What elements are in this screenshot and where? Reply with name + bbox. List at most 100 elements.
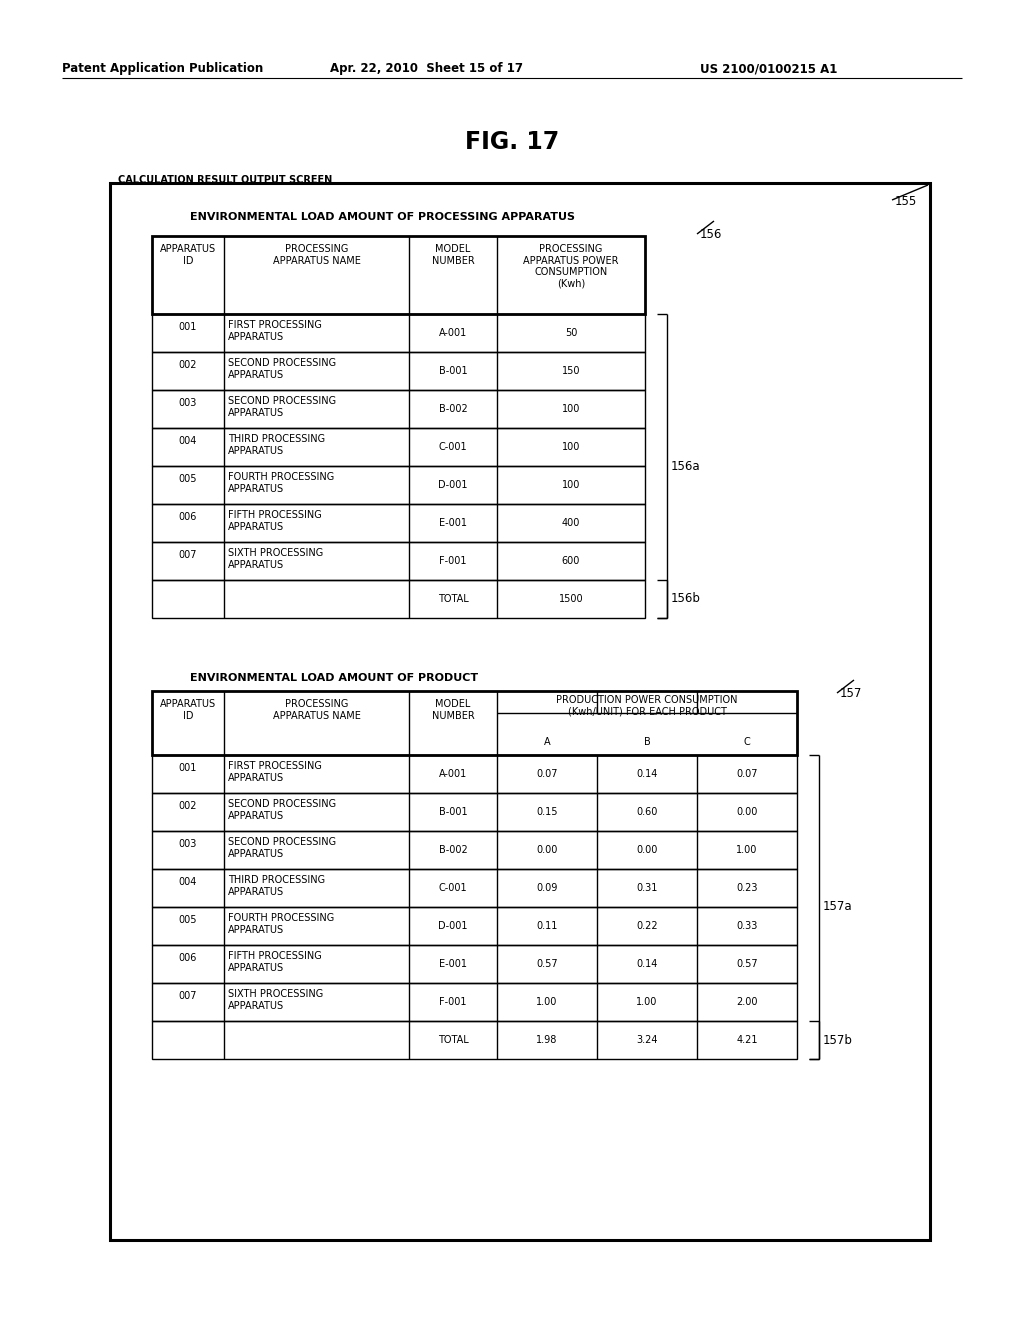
Text: APPARATUS
ID: APPARATUS ID (160, 244, 216, 265)
Text: 0.31: 0.31 (636, 883, 657, 894)
Bar (152, 504, 645, 543)
Text: 0.57: 0.57 (537, 960, 558, 969)
Text: F-001: F-001 (439, 556, 467, 566)
Text: B: B (644, 737, 650, 747)
Text: 004: 004 (179, 876, 198, 887)
Bar (152, 869, 797, 907)
Bar (152, 945, 797, 983)
Text: SIXTH PROCESSING
APPARATUS: SIXTH PROCESSING APPARATUS (228, 548, 324, 570)
Text: SECOND PROCESSING
APPARATUS: SECOND PROCESSING APPARATUS (228, 799, 336, 821)
Text: 157a: 157a (823, 900, 853, 913)
Text: C-001: C-001 (438, 442, 467, 451)
Bar (152, 543, 645, 579)
Text: ENVIRONMENTAL LOAD AMOUNT OF PRODUCT: ENVIRONMENTAL LOAD AMOUNT OF PRODUCT (190, 673, 478, 682)
Text: 600: 600 (562, 556, 581, 566)
Text: 150: 150 (562, 366, 581, 376)
Bar (152, 428, 645, 466)
Text: 0.23: 0.23 (736, 883, 758, 894)
Text: B-002: B-002 (438, 404, 467, 414)
Text: 0.14: 0.14 (636, 960, 657, 969)
Text: D-001: D-001 (438, 921, 468, 931)
Text: PROCESSING
APPARATUS POWER
CONSUMPTION
(Kwh): PROCESSING APPARATUS POWER CONSUMPTION (… (523, 244, 618, 289)
Text: 4.21: 4.21 (736, 1035, 758, 1045)
Bar (152, 352, 645, 389)
Text: 157: 157 (840, 686, 862, 700)
Text: 3.24: 3.24 (636, 1035, 657, 1045)
Text: SECOND PROCESSING
APPARATUS: SECOND PROCESSING APPARATUS (228, 396, 336, 417)
Text: MODEL
NUMBER: MODEL NUMBER (432, 700, 474, 721)
Bar (152, 236, 645, 314)
Bar (152, 389, 645, 428)
Bar (152, 793, 797, 832)
Text: SECOND PROCESSING
APPARATUS: SECOND PROCESSING APPARATUS (228, 358, 336, 380)
Text: 003: 003 (179, 840, 198, 849)
Text: 100: 100 (562, 480, 581, 490)
Text: C-001: C-001 (438, 883, 467, 894)
Text: B-001: B-001 (438, 366, 467, 376)
Text: 004: 004 (179, 436, 198, 446)
Text: C: C (743, 737, 751, 747)
Text: 0.22: 0.22 (636, 921, 657, 931)
Text: FIRST PROCESSING
APPARATUS: FIRST PROCESSING APPARATUS (228, 762, 322, 783)
Text: 002: 002 (179, 360, 198, 370)
Text: 0.57: 0.57 (736, 960, 758, 969)
Text: APPARATUS
ID: APPARATUS ID (160, 700, 216, 721)
Text: 1.00: 1.00 (736, 845, 758, 855)
Text: A-001: A-001 (439, 327, 467, 338)
Text: 155: 155 (895, 195, 918, 209)
Text: TOTAL: TOTAL (437, 1035, 468, 1045)
Bar (152, 755, 797, 793)
Text: 003: 003 (179, 399, 198, 408)
Text: ENVIRONMENTAL LOAD AMOUNT OF PROCESSING APPARATUS: ENVIRONMENTAL LOAD AMOUNT OF PROCESSING … (190, 213, 575, 222)
Text: PROCESSING
APPARATUS NAME: PROCESSING APPARATUS NAME (272, 244, 360, 265)
Text: PROCESSING
APPARATUS NAME: PROCESSING APPARATUS NAME (272, 700, 360, 721)
Text: 0.33: 0.33 (736, 921, 758, 931)
Text: THIRD PROCESSING
APPARATUS: THIRD PROCESSING APPARATUS (228, 434, 326, 455)
Text: E-001: E-001 (439, 960, 467, 969)
Text: E-001: E-001 (439, 517, 467, 528)
Text: 006: 006 (179, 953, 198, 964)
Text: 0.09: 0.09 (537, 883, 558, 894)
Text: FIFTH PROCESSING
APPARATUS: FIFTH PROCESSING APPARATUS (228, 950, 322, 973)
Text: 0.00: 0.00 (537, 845, 558, 855)
Text: US 2100/0100215 A1: US 2100/0100215 A1 (700, 62, 838, 75)
Text: 005: 005 (179, 915, 198, 925)
Text: FOURTH PROCESSING
APPARATUS: FOURTH PROCESSING APPARATUS (228, 473, 334, 494)
Bar (152, 690, 797, 755)
Bar (152, 579, 645, 618)
Text: MODEL
NUMBER: MODEL NUMBER (432, 244, 474, 265)
Text: FIFTH PROCESSING
APPARATUS: FIFTH PROCESSING APPARATUS (228, 510, 322, 532)
Text: 001: 001 (179, 763, 198, 774)
Text: SIXTH PROCESSING
APPARATUS: SIXTH PROCESSING APPARATUS (228, 989, 324, 1011)
Text: D-001: D-001 (438, 480, 468, 490)
Text: F-001: F-001 (439, 997, 467, 1007)
Bar (152, 314, 645, 352)
Bar (152, 907, 797, 945)
Text: SECOND PROCESSING
APPARATUS: SECOND PROCESSING APPARATUS (228, 837, 336, 858)
Bar (110, 183, 930, 1239)
Bar (152, 1020, 797, 1059)
Text: 100: 100 (562, 442, 581, 451)
Text: 005: 005 (179, 474, 198, 484)
Text: CALCULATION RESULT OUTPUT SCREEN: CALCULATION RESULT OUTPUT SCREEN (118, 176, 332, 185)
Text: B-002: B-002 (438, 845, 467, 855)
Text: 157b: 157b (823, 1034, 853, 1047)
Text: 0.07: 0.07 (736, 770, 758, 779)
Text: FIG. 17: FIG. 17 (465, 129, 559, 154)
Text: 001: 001 (179, 322, 198, 333)
Text: 2.00: 2.00 (736, 997, 758, 1007)
Text: 0.00: 0.00 (736, 807, 758, 817)
Text: 0.60: 0.60 (636, 807, 657, 817)
Text: 400: 400 (562, 517, 581, 528)
Text: 007: 007 (179, 550, 198, 560)
Text: 100: 100 (562, 404, 581, 414)
Text: TOTAL: TOTAL (437, 594, 468, 605)
Text: 0.14: 0.14 (636, 770, 657, 779)
Text: Patent Application Publication: Patent Application Publication (62, 62, 263, 75)
Text: 0.07: 0.07 (537, 770, 558, 779)
Text: FIRST PROCESSING
APPARATUS: FIRST PROCESSING APPARATUS (228, 319, 322, 342)
Text: 156b: 156b (671, 593, 700, 606)
Bar (152, 466, 645, 504)
Text: A-001: A-001 (439, 770, 467, 779)
Text: 1500: 1500 (559, 594, 584, 605)
